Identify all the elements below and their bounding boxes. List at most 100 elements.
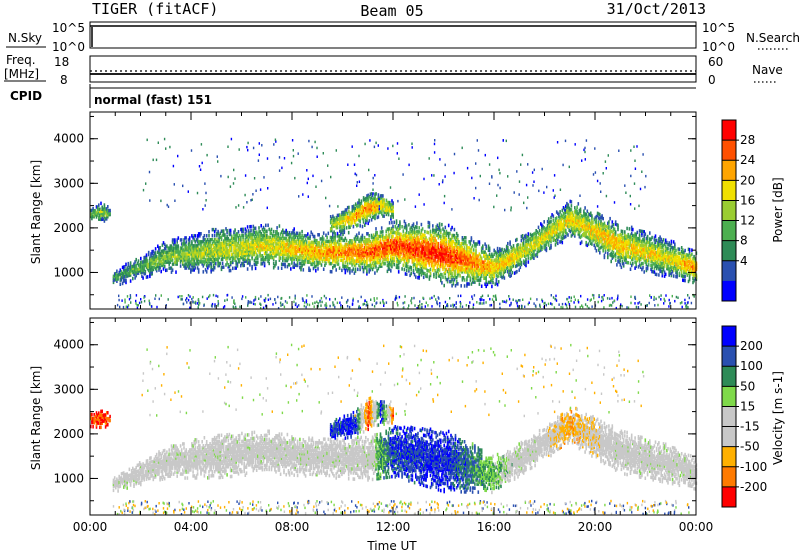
data-cell [351, 239, 353, 243]
data-cell [338, 262, 340, 266]
data-cell [556, 216, 558, 220]
data-cell [426, 273, 428, 277]
data-cell [323, 237, 325, 241]
data-cell [604, 254, 606, 258]
data-cell [260, 224, 262, 228]
data-cell [465, 236, 467, 240]
nave-tick-bottom: 0 [708, 73, 716, 87]
data-cell [559, 210, 561, 214]
data-cell [375, 265, 377, 269]
nsky-label: N.Sky [8, 31, 42, 45]
data-cell [481, 285, 483, 289]
data-cell [226, 229, 228, 233]
data-cell [475, 248, 477, 252]
data-cell [465, 240, 467, 244]
data-cell [410, 272, 412, 276]
data-cell [464, 284, 466, 288]
data-cell [389, 221, 391, 225]
data-cell [321, 263, 323, 267]
data-cell [517, 243, 519, 247]
data-cell [451, 272, 453, 276]
data-cell [470, 276, 472, 280]
data-cell [498, 280, 500, 284]
data-cell [279, 224, 281, 228]
data-cell [206, 270, 208, 274]
data-cell [507, 246, 509, 250]
data-cell [145, 270, 147, 274]
data-cell [224, 233, 226, 237]
data-cell [266, 230, 268, 234]
radar-title: TIGER (fitACF) [92, 0, 218, 18]
data-cell [172, 268, 174, 272]
nave-tick-top: 60 [708, 55, 723, 69]
data-cell [180, 264, 182, 268]
data-cell [538, 226, 540, 230]
data-cell [445, 226, 447, 230]
data-cell [357, 268, 359, 272]
data-cell [468, 282, 470, 286]
data-cell [571, 204, 573, 208]
data-cell [309, 235, 311, 239]
data-cell [306, 240, 308, 244]
data-cell [223, 229, 225, 233]
data-cell [541, 246, 543, 250]
data-cell [602, 217, 604, 221]
data-cell [357, 236, 359, 240]
data-cell [457, 282, 459, 286]
data-cell [584, 206, 586, 210]
data-cell [550, 244, 552, 248]
data-cell [410, 266, 412, 270]
data-cell [376, 231, 378, 235]
data-cell [430, 268, 432, 272]
data-cell [242, 228, 244, 232]
data-cell [206, 234, 208, 238]
data-cell [142, 276, 144, 280]
data-cell [234, 228, 236, 232]
data-cell [251, 265, 253, 269]
data-cell [175, 270, 177, 274]
data-cell [185, 240, 187, 244]
freq-tick-top: 18 [54, 55, 69, 69]
data-cell [457, 234, 459, 238]
data-cell [550, 220, 552, 224]
data-cell [232, 267, 234, 271]
data-cell [147, 275, 149, 279]
data-cell [200, 232, 202, 236]
data-cell [276, 226, 278, 230]
data-cell [454, 228, 456, 232]
data-cell [323, 231, 325, 235]
data-cell [388, 257, 390, 261]
data-cell [460, 284, 462, 288]
data-cell [393, 263, 395, 267]
data-cell [481, 256, 483, 260]
nsearch-label: N.Search [746, 31, 800, 45]
data-cell [428, 231, 430, 235]
data-cell [553, 214, 555, 218]
data-cell [392, 225, 394, 229]
data-cell [230, 269, 232, 273]
data-cell [359, 266, 361, 270]
data-cell [578, 202, 580, 206]
data-cell [491, 285, 493, 289]
data-cell [147, 259, 149, 263]
data-cell [391, 221, 393, 225]
nsearch-tick-top: 10^5 [702, 21, 735, 35]
cpid-label: CPID [10, 89, 42, 103]
nsky-tick-top: 10^5 [52, 21, 85, 35]
data-cell [208, 230, 210, 234]
data-cell [520, 244, 522, 248]
data-cell [521, 261, 523, 265]
data-cell [508, 249, 510, 253]
data-cell [403, 229, 405, 233]
data-cell [562, 241, 564, 245]
data-cell [217, 230, 219, 234]
data-cell [185, 236, 187, 240]
data-cell [212, 234, 214, 238]
data-cell [164, 265, 166, 269]
data-cell [504, 276, 506, 280]
data-cell [396, 219, 398, 223]
data-cell [440, 229, 442, 233]
data-cell [174, 238, 176, 242]
data-cell [281, 267, 283, 271]
